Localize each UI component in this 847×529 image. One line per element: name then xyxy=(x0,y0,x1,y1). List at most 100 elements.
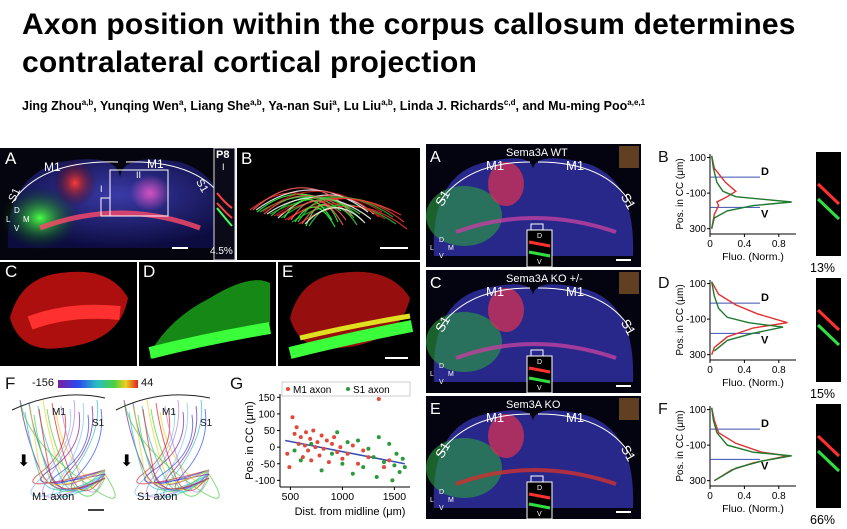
profile-red-curve xyxy=(711,407,788,482)
profile-y-label: Pos. in CC (μm) xyxy=(675,284,686,355)
panel-a-compass-v: V xyxy=(14,224,20,233)
strip-green-signal xyxy=(816,449,841,473)
axon-trace xyxy=(308,206,358,227)
panel-f-caption-s1: S1 axon xyxy=(137,491,178,503)
axon-trace xyxy=(38,408,106,490)
y-axis-label: Pos. in CC (μm) xyxy=(244,401,256,479)
s1-point xyxy=(376,435,381,440)
panel-a-inset xyxy=(213,148,236,261)
callosum xyxy=(455,468,617,486)
m1-point xyxy=(315,440,320,445)
compass-d: D xyxy=(439,363,444,370)
s1-point xyxy=(371,455,376,460)
row-s1-right: S1 xyxy=(618,443,639,464)
profile-d-label: D xyxy=(761,418,769,430)
m1-point xyxy=(294,425,299,430)
profile-v-label: V xyxy=(761,460,769,472)
compass-m: M xyxy=(448,497,454,504)
s1-point xyxy=(374,475,379,480)
panel-a-m1-left: M1 xyxy=(44,160,61,174)
cortex-bracket xyxy=(437,161,632,205)
profile-x-tick-label: 0.4 xyxy=(737,365,751,376)
panel-d-green-signal xyxy=(150,280,270,358)
m1-point xyxy=(335,450,340,455)
s1-point xyxy=(330,451,334,456)
panel-e-overlap xyxy=(299,313,411,341)
panel-f-outline-s1 xyxy=(115,394,211,411)
s1-point xyxy=(366,446,371,451)
author-affiliation: a,b xyxy=(250,98,262,107)
y-tick-label: 150 xyxy=(258,393,275,404)
row-m1-left: M1 xyxy=(486,284,504,299)
profile-y-tick-label: 300 xyxy=(689,476,706,487)
y-tick-label: 0 xyxy=(269,443,275,454)
m1-point xyxy=(292,431,297,436)
s1-point xyxy=(292,448,297,453)
m1-point xyxy=(287,465,292,470)
row-m1-right: M1 xyxy=(566,284,584,299)
profile-v-label: V xyxy=(761,208,769,220)
panel-b-axon-traces xyxy=(249,187,408,230)
profile-y-tick-label: 100 xyxy=(689,405,706,416)
s1-point xyxy=(400,456,405,461)
y-tick-label: -50 xyxy=(261,459,276,470)
panel-e-label: E xyxy=(282,262,294,281)
panel-d-green-core xyxy=(148,322,271,359)
legend-m1-marker xyxy=(286,387,290,391)
axon-trace xyxy=(42,399,106,498)
inset-d-label: D xyxy=(537,485,542,492)
profile-panel-label: B xyxy=(658,149,669,166)
profile-x-label: Fluo. (Norm.) xyxy=(722,251,784,263)
row-percentage: 13% xyxy=(810,261,835,275)
panel-b-label: B xyxy=(241,149,253,168)
legend-s1-label: S1 axon xyxy=(353,385,390,396)
panel-d-label: D xyxy=(143,262,156,281)
row-m1-left: M1 xyxy=(486,158,504,173)
thumbnail-inset xyxy=(619,146,639,168)
panel-f-m1-a: M1 xyxy=(52,407,66,418)
axon-trace xyxy=(133,405,210,485)
author-affiliation: a,b xyxy=(381,98,393,107)
compass-v: V xyxy=(439,253,444,260)
axon-trace xyxy=(301,204,347,225)
s1-point xyxy=(350,471,355,476)
row-m1-right: M1 xyxy=(566,158,584,173)
axon-trace xyxy=(305,203,339,227)
author-affiliation: c,d xyxy=(503,98,516,107)
m1-point xyxy=(298,435,303,440)
axon-trace xyxy=(124,402,220,499)
cc-inset xyxy=(526,229,553,268)
panel-f-scale-max: 44 xyxy=(141,377,154,389)
inset-v-label: V xyxy=(537,385,542,392)
s1-point xyxy=(340,461,345,466)
profile-x-tick-label: 0.4 xyxy=(737,491,751,502)
axon-trace xyxy=(153,414,210,485)
m1-point xyxy=(345,451,350,456)
m1-point xyxy=(285,451,290,456)
s1-point xyxy=(387,441,392,446)
panel-a-compass-m: M xyxy=(23,215,30,224)
axon-trace xyxy=(298,205,408,230)
inset-red-band xyxy=(528,240,551,248)
x-tick-label: 1500 xyxy=(383,491,407,503)
author-name: Linda J. Richards xyxy=(399,99,504,114)
row-panel-label: A xyxy=(430,149,441,166)
axon-trace xyxy=(256,193,342,213)
axon-trace xyxy=(155,402,210,499)
compass-l: L xyxy=(430,245,434,252)
panel-a-label: A xyxy=(5,149,17,168)
panel-f-traces-s1 xyxy=(123,399,220,499)
panel-f-caption-m1: M1 axon xyxy=(32,491,75,503)
row-percentage: 15% xyxy=(810,387,835,401)
row-s1-right: S1 xyxy=(618,317,639,338)
profile-d-label: D xyxy=(761,292,769,304)
profile-x-tick-label: 0.8 xyxy=(772,239,786,250)
fit-line xyxy=(285,439,405,465)
s1-point xyxy=(298,458,303,463)
inset-red-band xyxy=(528,366,551,374)
panel-e-green-signal xyxy=(288,320,414,359)
m1-point xyxy=(338,445,343,450)
